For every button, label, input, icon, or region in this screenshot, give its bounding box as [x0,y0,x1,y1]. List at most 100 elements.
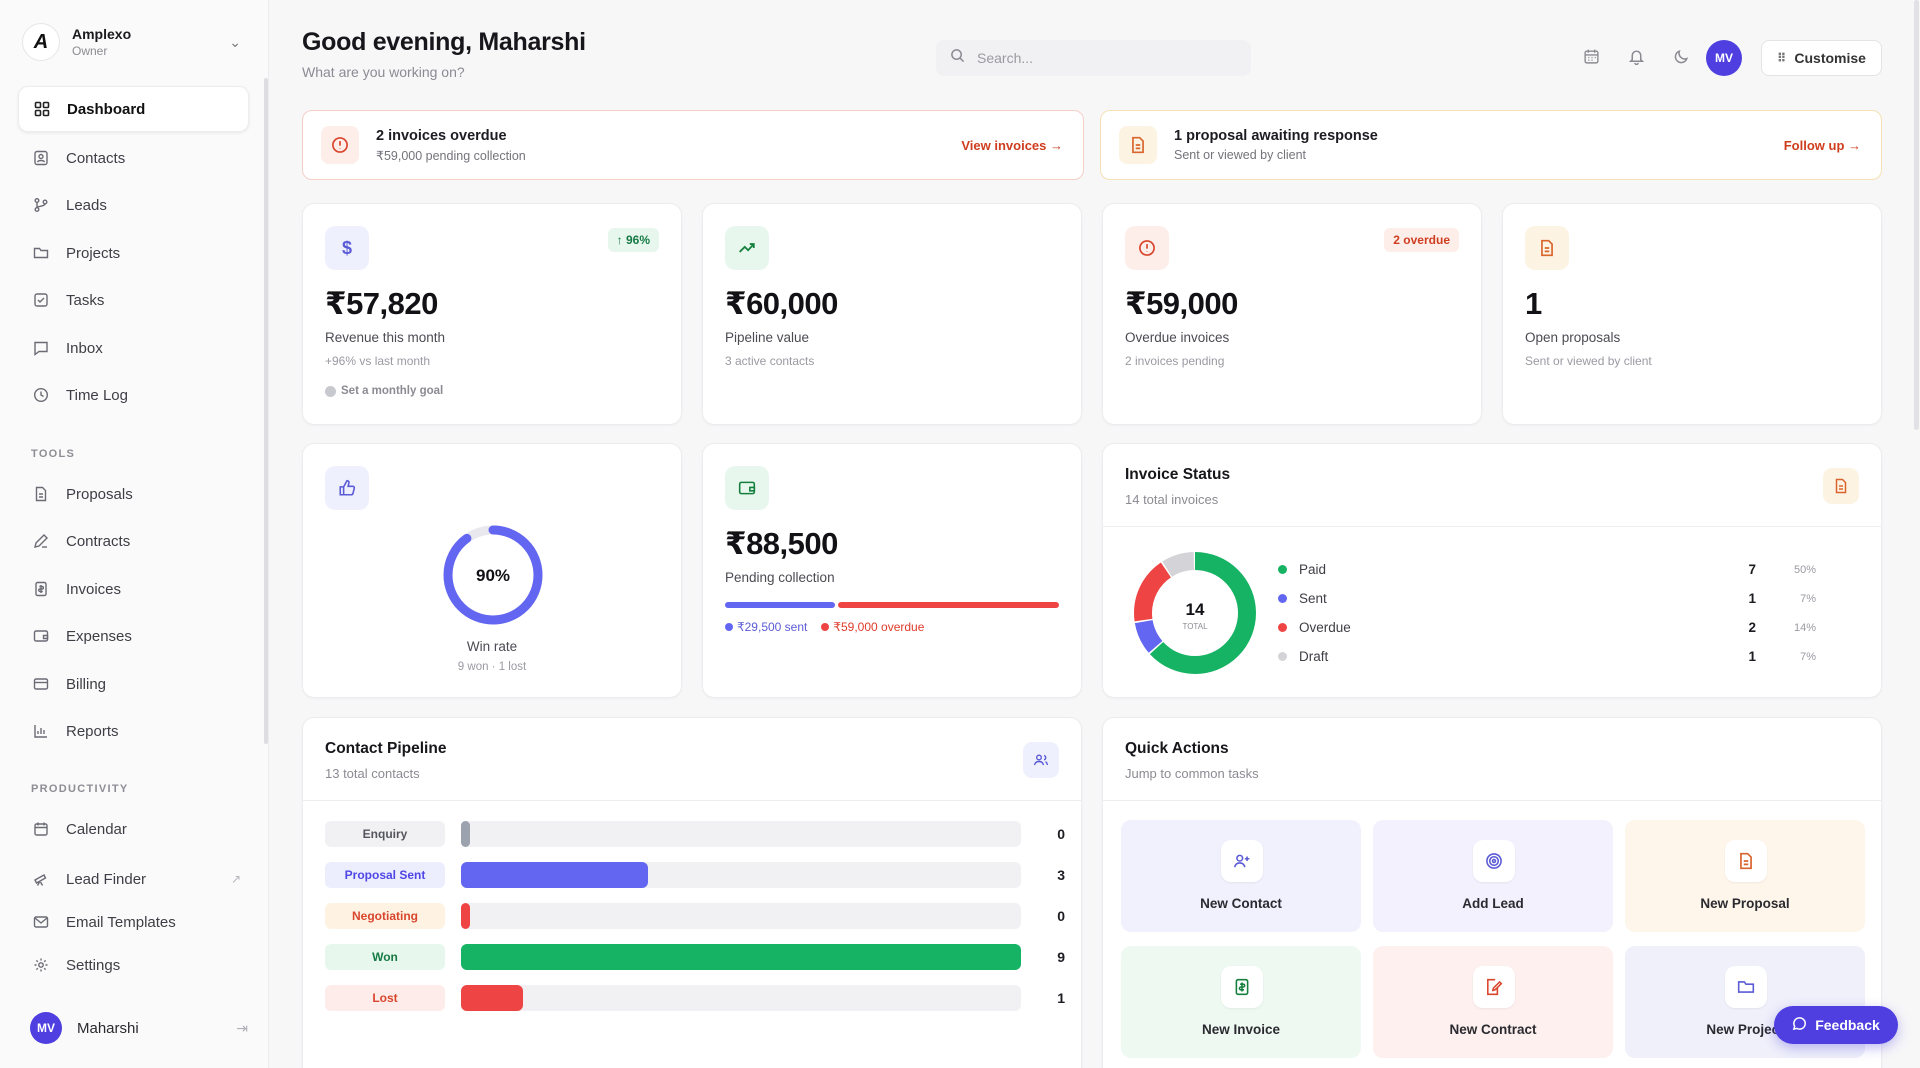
new-invoice-button[interactable]: New Invoice [1121,946,1361,1058]
sidebar-item-label: Email Templates [66,913,176,931]
pipeline-count: 0 [1057,826,1065,842]
new-proposal-button[interactable]: New Proposal [1625,820,1865,932]
pipeline-row-lost: Lost 1 [325,984,1065,1012]
sidebar-item-email-templates[interactable]: Email Templates [18,899,249,945]
bell-icon[interactable] [1624,44,1648,68]
target-icon [1473,840,1515,882]
sidebar-item-billing[interactable]: Billing [18,661,249,707]
pipeline-stage-label: Lost [325,985,445,1011]
overdue-badge: 2 overdue [1384,228,1459,252]
moon-icon[interactable] [1669,44,1693,68]
header-avatar[interactable]: MV [1706,40,1742,76]
add-lead-button[interactable]: Add Lead [1373,820,1613,932]
sidebar-item-expenses[interactable]: Expenses [18,613,249,659]
page-title: Good evening, Maharshi [302,28,586,56]
sidebar-item-label: Invoices [66,580,122,598]
new-contract-button[interactable]: New Contract [1373,946,1613,1058]
sidebar-item-label: Inbox [66,339,103,357]
sidebar-item-lead-finder[interactable]: Lead Finder ↗ [18,856,249,902]
pipeline-bar-track [461,944,1021,970]
sidebar-item-label: Reports [66,722,119,740]
pipeline-bar-track [461,903,1021,929]
users-icon[interactable] [1023,742,1059,778]
legend-dot [1278,623,1287,632]
legend-count: 2 [1748,620,1756,635]
pending-split-bar [725,602,1059,608]
gear-icon [32,956,50,974]
legend-pct: 7% [1800,592,1816,605]
overdue-invoices-alert: 2 invoices overdue ₹59,000 pending colle… [302,110,1084,180]
proposals-label: Open proposals [1525,330,1621,345]
sidebar-item-dashboard[interactable]: Dashboard [18,86,249,132]
calendar-icon[interactable] [1579,44,1603,68]
sidebar-item-invoices[interactable]: Invoices [18,566,249,612]
credit-card-icon [32,675,50,693]
win-rate-label: Win rate [466,639,518,654]
win-rate-sub: 9 won · 1 lost [457,661,527,673]
section-title-productivity: PRODUCTIVITY [31,783,129,795]
pipeline-title: Contact Pipeline [325,740,447,757]
donut-segment-overdue [1134,552,1256,674]
donut-total: 14 [1186,600,1205,619]
revenue-value: ₹57,820 [325,286,438,321]
legend-dot [1278,652,1287,661]
sidebar-scrollbar[interactable] [264,78,268,744]
sidebar-item-proposals[interactable]: Proposals [18,471,249,517]
card-divider [1103,526,1881,527]
pipeline-stage-label: Negotiating [325,903,445,929]
pipeline-bar-fill [461,862,648,888]
pipeline-label: Pipeline value [725,330,810,345]
legend-dot-sent [725,623,733,631]
follow-up-link[interactable]: Follow up → [1783,138,1861,153]
set-goal-link[interactable]: Set a monthly goal [325,385,443,397]
page-scrollbar[interactable] [1914,0,1919,430]
sidebar-item-inbox[interactable]: Inbox [18,325,249,371]
overdue-card: 2 overdue ₹59,000 Overdue invoices 2 inv… [1102,203,1482,425]
goal-dot-icon [325,385,336,397]
sidebar-item-reports[interactable]: Reports [18,708,249,754]
customise-button[interactable]: ⠿ Customise [1761,40,1882,76]
invoice-status-sub: 14 total invoices [1125,492,1219,507]
pipeline-row-proposal-sent: Proposal Sent 3 [325,861,1065,889]
thumbs-up-icon [325,466,369,510]
alert-circle-icon [321,126,359,164]
quick-actions-title: Quick Actions [1125,740,1229,757]
revenue-label: Revenue this month [325,330,446,345]
pipeline-row-negotiating: Negotiating 0 [325,902,1065,930]
customise-label: Customise [1794,50,1866,66]
pipeline-count: 3 [1057,867,1065,883]
view-invoices-link[interactable]: View invoices → [961,138,1063,153]
invoice-status-card: Invoice Status 14 total invoices 14 TOTA… [1102,443,1882,698]
pending-sent-label: ₹29,500 sent [737,620,808,634]
sidebar-item-tasks[interactable]: Tasks [18,277,249,323]
sidebar-item-time-log[interactable]: Time Log [18,372,249,418]
contact-pipeline-card: Contact Pipeline 13 total contacts Enqui… [302,717,1082,1068]
sidebar-item-contacts[interactable]: Contacts [18,135,249,181]
sidebar-item-contracts[interactable]: Contracts [18,518,249,564]
sidebar-item-projects[interactable]: Projects [18,230,249,276]
pen-icon [32,532,50,550]
win-rate-card: 90% Win rate 9 won · 1 lost [302,443,682,698]
pipeline-value-card: ₹60,000 Pipeline value 3 active contacts [702,203,1082,425]
user-profile[interactable]: MV Maharshi ⇥ [30,1012,248,1044]
sidebar-item-label: Billing [66,675,107,693]
pending-collection-card: ₹88,500 Pending collection ₹29,500 sent … [702,443,1082,698]
search-bar[interactable] [936,40,1251,76]
sidebar-item-calendar[interactable]: Calendar [18,806,249,852]
feedback-button[interactable]: Feedback [1774,1006,1898,1044]
new-contact-button[interactable]: New Contact [1121,820,1361,932]
document-icon[interactable] [1823,468,1859,504]
document-icon [1725,840,1767,882]
pipeline-count: 1 [1057,990,1065,1006]
logout-icon[interactable]: ⇥ [236,1019,248,1036]
sidebar-item-leads[interactable]: Leads [18,182,249,228]
sidebar-item-settings[interactable]: Settings [18,942,249,988]
sidebar-item-label: Calendar [66,820,127,838]
pipeline-bar-fill [461,821,470,847]
workspace-switcher[interactable]: A Amplexo Owner ⌄ [22,22,247,62]
search-input[interactable] [977,50,1237,66]
checkbox-icon [32,291,50,309]
pending-legend: ₹29,500 sent ₹59,000 overdue [725,620,924,634]
workspace-role: Owner [72,44,108,58]
legend-pct: 14% [1793,621,1816,634]
